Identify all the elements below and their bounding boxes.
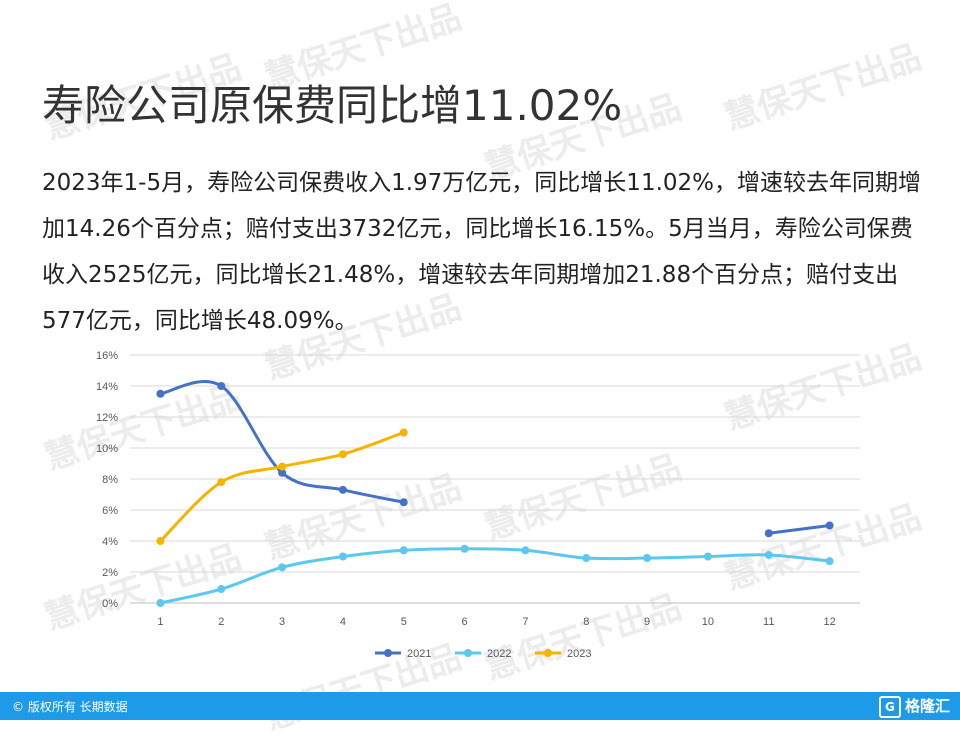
data-point-2022	[156, 599, 165, 607]
data-point-2022	[460, 544, 469, 553]
page-title: 寿险公司原保费同比增11.02%	[42, 81, 623, 130]
data-point-2022	[278, 563, 287, 572]
data-point-2022	[217, 585, 226, 594]
y-tick-label: 2%	[102, 567, 118, 579]
x-tick-label: 11	[763, 616, 774, 628]
data-point-2021	[278, 468, 287, 477]
footer-bar: © 版权所有 长期数据 G 格隆汇	[0, 692, 960, 720]
data-point-2021	[399, 498, 408, 507]
y-tick-label: 10%	[96, 443, 118, 455]
footer-logo: G 格隆汇	[878, 695, 950, 718]
legend-marker-2021	[384, 649, 392, 657]
data-point-2023	[399, 428, 408, 437]
logo-text: 格隆汇	[904, 697, 950, 715]
legend-label-2022: 2022	[487, 648, 511, 660]
y-tick-label: 12%	[96, 412, 118, 424]
data-point-2022	[764, 550, 773, 559]
data-point-2022	[338, 552, 347, 561]
y-tick-label: 14%	[96, 381, 118, 393]
y-tick-label: 0%	[102, 598, 118, 610]
data-point-2022	[582, 554, 591, 563]
data-point-2022	[703, 552, 712, 561]
x-tick-label: 6	[462, 616, 468, 628]
y-tick-label: 6%	[102, 505, 118, 517]
y-tick-label: 4%	[102, 536, 118, 548]
data-point-2021	[825, 521, 834, 530]
x-tick-label: 2	[218, 616, 224, 628]
line-chart: 0%2%4%6%8%10%12%14%16%1 2 3 4 5 6 7 8 9 10 11 12202…	[96, 350, 860, 660]
series-line-2023	[158, 431, 406, 543]
summary-paragraph: 2023年1-5月，寿险公司保费收入1.97万亿元，同比增长11.02%，增速较…	[42, 170, 922, 334]
y-tick-label: 8%	[102, 474, 118, 486]
x-tick-label: 12	[823, 616, 835, 628]
data-point-2021	[764, 529, 773, 538]
watermark-text: 慧保天下出品	[719, 37, 927, 139]
x-tick-label: 5	[401, 616, 407, 628]
x-tick-label: 3	[279, 616, 285, 628]
series-line-2021	[158, 380, 406, 504]
legend-label-2023: 2023	[567, 648, 591, 660]
legend-label-2021: 2021	[407, 648, 431, 660]
data-point-2022	[825, 557, 834, 566]
data-point-2023	[278, 462, 287, 471]
data-point-2022	[399, 546, 408, 555]
data-point-2023	[338, 450, 347, 459]
data-point-2022	[643, 554, 652, 563]
series-line-2022	[158, 547, 832, 605]
y-tick-label: 16%	[96, 350, 118, 362]
x-tick-label: 10	[702, 616, 714, 628]
logo-icon: G	[878, 695, 901, 718]
data-point-2021	[156, 389, 165, 398]
series-line-2021	[767, 524, 832, 535]
legend-marker-2023	[544, 649, 552, 657]
x-tick-label: 9	[644, 616, 650, 628]
x-tick-label: 7	[522, 616, 528, 628]
data-point-2023	[156, 537, 165, 545]
data-point-2021	[338, 485, 347, 494]
x-tick-label: 1	[157, 616, 163, 628]
data-point-2021	[217, 382, 226, 390]
legend-marker-2022	[464, 649, 472, 657]
data-point-2022	[521, 546, 530, 555]
footer-copyright: © 版权所有 长期数据	[12, 700, 128, 714]
x-tick-label: 4	[340, 616, 346, 628]
x-tick-label: 8	[583, 616, 589, 628]
data-point-2023	[217, 478, 226, 487]
